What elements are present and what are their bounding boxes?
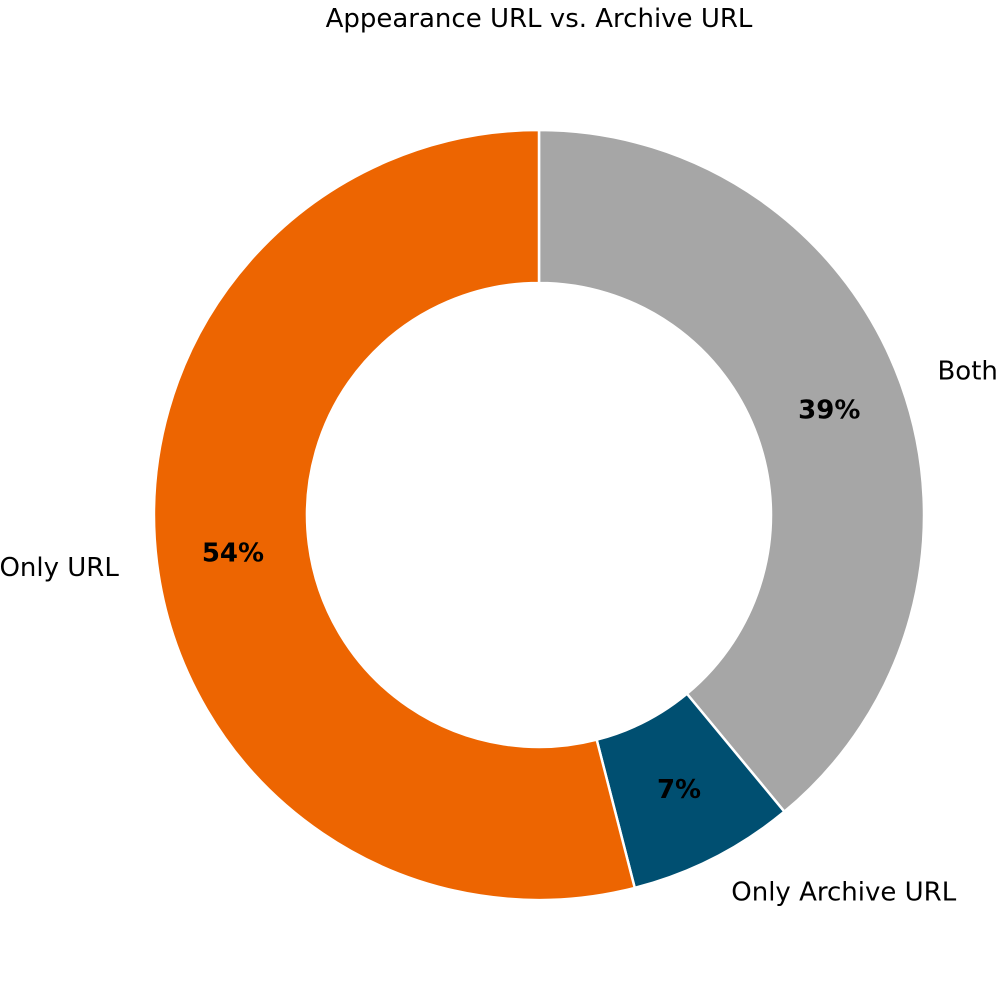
slice-percent-label: 39%	[798, 395, 860, 425]
slice-percent-label: 7%	[657, 775, 701, 805]
pie-slice-3	[152, 128, 637, 902]
slice-percent-label: 54%	[202, 539, 264, 569]
slice-category-label: Both	[937, 357, 996, 387]
label-group: 39% Both 7% Only Archive URL 54% Only URL	[0, 357, 996, 908]
slice-category-label: Only URL	[0, 553, 119, 583]
slice-category-label: Only Archive URL	[731, 877, 956, 907]
slice-group	[152, 128, 926, 902]
pie-slice-1	[537, 128, 926, 814]
chart-title: Appearance URL vs. Archive URL	[326, 4, 753, 34]
